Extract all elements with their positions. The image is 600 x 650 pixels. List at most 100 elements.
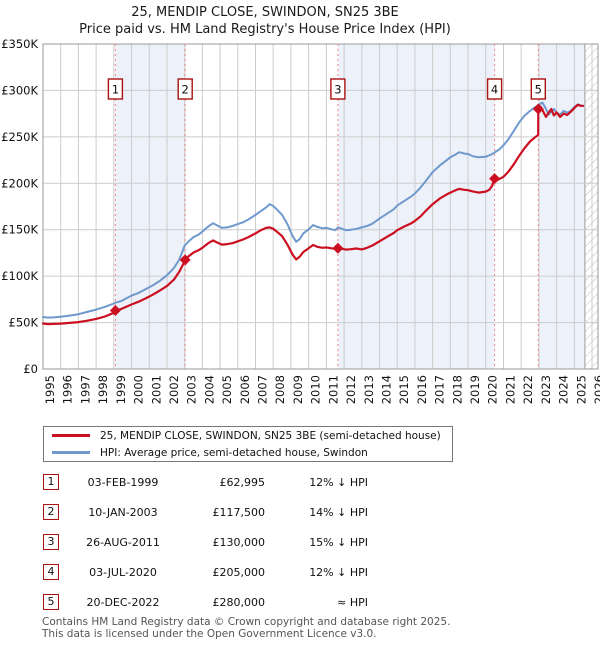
hpi-line-swatch	[52, 451, 90, 454]
x-tick-label: 2001	[149, 375, 163, 404]
sale-date: 03-FEB-1999	[87, 476, 159, 489]
sale-vs-hpi: 12% ↓ HPI	[309, 566, 368, 579]
sale-price: £117,500	[212, 506, 266, 519]
sale-vs-hpi: 14% ↓ HPI	[309, 506, 368, 519]
x-tick-label: 2003	[185, 375, 199, 404]
x-tick-label: 1999	[114, 375, 128, 404]
sale-number-label: 2	[182, 83, 189, 97]
sale-vs-hpi: 15% ↓ HPI	[309, 536, 368, 549]
y-tick-label: £50K	[9, 316, 39, 330]
sale-number-box	[177, 78, 193, 100]
sale-vs-hpi: 12% ↓ HPI	[309, 476, 368, 489]
chart-legend: 25, MENDIP CLOSE, SWINDON, SN25 3BE (sem…	[43, 426, 453, 462]
y-tick-label: £200K	[1, 176, 38, 190]
y-tick-label: £100K	[1, 269, 38, 283]
sale-table-row: 3 26-AUG-2011 £130,000 15% ↓ HPI	[0, 534, 600, 552]
future-hatch-region	[584, 44, 598, 369]
x-axis-labels: 1995 1996 1997 1998 1999 2000 2001 2002 2003 2004…	[43, 375, 600, 404]
sale-number-box	[530, 78, 546, 100]
x-tick-label: 2005	[220, 375, 234, 404]
sale-diamond-marker	[109, 305, 121, 316]
y-tick-label: £0	[23, 362, 38, 376]
sale-number-badge: 4	[43, 564, 59, 580]
page-subtitle: Price paid vs. HM Land Registry's House …	[79, 22, 451, 37]
sale-diamond-marker	[489, 173, 501, 185]
sale-number-box	[107, 78, 124, 100]
x-tick-label: 2015	[397, 375, 411, 404]
legend-row-hpi: HPI: Average price, semi-detached house,…	[44, 444, 452, 461]
x-tick-label: 2009	[291, 375, 305, 404]
x-tick-label: 2010	[309, 375, 323, 404]
hpi-line	[42, 101, 585, 319]
legend-label-property: 25, MENDIP CLOSE, SWINDON, SN25 3BE (sem…	[100, 429, 441, 442]
sale-price: £280,000	[212, 596, 266, 609]
sale-date: 10-JAN-2003	[88, 506, 158, 519]
x-tick-label: 2002	[167, 375, 181, 404]
x-tick-label: 2024	[557, 375, 571, 404]
sale-number-badge: 2	[43, 504, 59, 520]
x-tick-label: 2013	[362, 375, 376, 404]
sale-number-label: 3	[334, 83, 341, 97]
x-tick-label: 1998	[96, 375, 110, 404]
x-tick-label: 2018	[450, 375, 464, 404]
x-tick-label: 2019	[468, 375, 482, 404]
x-tick-label: 2023	[539, 375, 553, 404]
license-footer: Contains HM Land Registry data © Crown c…	[42, 616, 582, 640]
y-tick-label: £350K	[1, 37, 38, 51]
sale-price: £62,995	[219, 476, 266, 489]
y-tick-label: £250K	[1, 130, 38, 144]
sale-table-row: 1 03-FEB-1999 £62,995 12% ↓ HPI	[0, 474, 600, 492]
x-tick-label: 2021	[504, 375, 518, 404]
legend-row-property: 25, MENDIP CLOSE, SWINDON, SN25 3BE (sem…	[44, 427, 452, 444]
x-tick-label: 2026	[592, 375, 600, 404]
footer-line-2: This data is licensed under the Open Gov…	[42, 627, 377, 640]
y-tick-label: £150K	[1, 223, 38, 237]
sale-vs-hpi: ≈ HPI	[337, 596, 368, 609]
price-line-swatch	[52, 434, 90, 437]
sale-number-badge: 5	[43, 594, 59, 610]
sale-diamond-marker	[532, 103, 544, 115]
ownership-band	[115, 44, 186, 369]
sale-number-label: 5	[535, 83, 542, 97]
x-tick-label: 2016	[415, 375, 429, 404]
sale-price: £205,000	[212, 566, 266, 579]
sale-number-badge: 3	[43, 534, 59, 550]
sale-diamond-marker	[179, 254, 191, 266]
x-tick-label: 1995	[43, 375, 57, 404]
sale-price: £130,000	[212, 536, 266, 549]
x-tick-label: 2008	[273, 375, 287, 404]
price-history-chart: £0 £50K £100K £150K £200K £250K £300K £350K 1995…	[1, 37, 600, 404]
sale-number-label: 1	[112, 83, 119, 97]
sale-number-box	[330, 78, 346, 100]
x-tick-label: 1997	[78, 375, 92, 404]
x-tick-label: 2000	[132, 375, 146, 404]
sale-number-badge: 1	[43, 474, 59, 490]
x-tick-label: 2012	[344, 375, 358, 404]
sale-table-row: 5 20-DEC-2022 £280,000 ≈ HPI	[0, 594, 600, 612]
y-tick-label: £300K	[1, 83, 38, 97]
legend-label-hpi: HPI: Average price, semi-detached house,…	[100, 446, 368, 459]
x-tick-label: 1996	[61, 375, 75, 404]
sale-date: 20-DEC-2022	[86, 596, 160, 609]
sale-number-label: 4	[491, 83, 498, 97]
page-title: 25, MENDIP CLOSE, SWINDON, SN25 3BE	[131, 5, 399, 20]
x-tick-label: 2014	[380, 375, 394, 404]
x-tick-label: 2017	[433, 375, 447, 404]
x-tick-label: 2011	[326, 375, 340, 404]
sale-diamond-marker	[332, 242, 344, 254]
x-tick-label: 2004	[202, 375, 216, 404]
sale-number-box	[486, 78, 503, 100]
sale-table-row: 2 10-JAN-2003 £117,500 14% ↓ HPI	[0, 504, 600, 522]
ownership-band	[538, 44, 585, 369]
x-tick-label: 2020	[486, 375, 500, 404]
x-tick-label: 2025	[574, 375, 588, 404]
x-tick-label: 2022	[521, 375, 535, 404]
x-tick-label: 2007	[256, 375, 270, 404]
sale-date: 26-AUG-2011	[86, 536, 160, 549]
footer-line-1: Contains HM Land Registry data © Crown c…	[42, 616, 451, 628]
sale-table-row: 4 03-JUL-2020 £205,000 12% ↓ HPI	[0, 564, 600, 582]
y-axis-labels: £0 £50K £100K £150K £200K £250K £300K £350K	[1, 37, 38, 376]
plot-border	[42, 43, 599, 370]
x-tick-label: 2006	[238, 375, 252, 404]
